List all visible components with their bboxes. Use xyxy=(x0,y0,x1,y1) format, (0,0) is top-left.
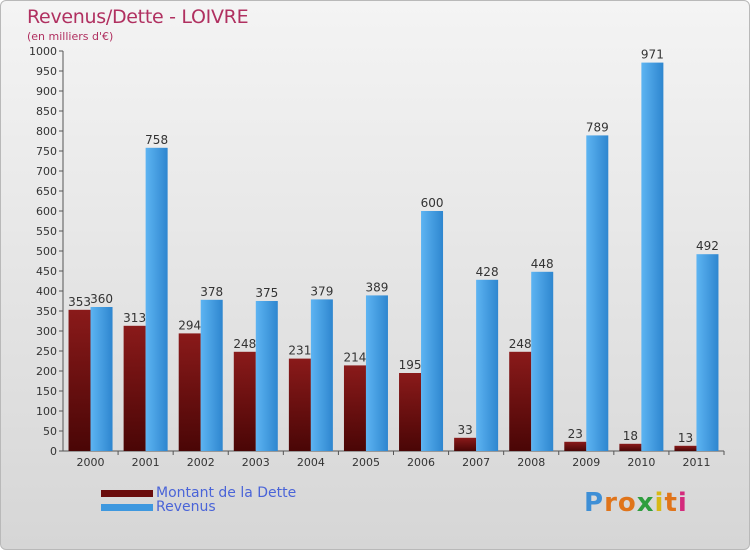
data-label: 23 xyxy=(568,427,583,441)
bar-revenus xyxy=(255,301,278,451)
y-tick-label: 100 xyxy=(36,405,57,418)
data-label: 294 xyxy=(178,318,201,332)
chart-subtitle: (en milliers d'€) xyxy=(27,30,114,43)
bar-debt xyxy=(178,333,201,451)
y-tick-label: 450 xyxy=(36,265,57,278)
x-tick-label: 2001 xyxy=(132,456,160,469)
y-tick-label: 300 xyxy=(36,325,57,338)
x-tick-label: 2002 xyxy=(187,456,215,469)
data-label: 214 xyxy=(344,350,367,364)
data-label: 231 xyxy=(288,344,311,358)
x-tick-label: 2004 xyxy=(297,456,325,469)
y-tick-label: 0 xyxy=(50,445,57,458)
y-tick-label: 850 xyxy=(36,105,57,118)
y-tick-label: 950 xyxy=(36,65,57,78)
y-tick-label: 400 xyxy=(36,285,57,298)
bar-debt xyxy=(343,365,366,451)
data-label: 789 xyxy=(586,120,609,134)
data-label: 492 xyxy=(696,239,719,253)
y-tick-label: 900 xyxy=(36,85,57,98)
x-tick-label: 2011 xyxy=(682,456,710,469)
x-tick-label: 2005 xyxy=(352,456,380,469)
data-label: 389 xyxy=(366,280,389,294)
y-tick-label: 200 xyxy=(36,365,57,378)
y-tick-label: 250 xyxy=(36,345,57,358)
data-label: 375 xyxy=(255,286,278,300)
bar-debt xyxy=(233,351,256,451)
bar-debt xyxy=(509,351,532,451)
bar-revenus xyxy=(310,299,333,451)
bar-revenus xyxy=(641,62,664,451)
bar-revenus xyxy=(586,135,609,451)
bar-revenus xyxy=(365,295,388,451)
data-label: 195 xyxy=(399,358,422,372)
data-label: 13 xyxy=(678,431,693,445)
bar-debt xyxy=(123,325,146,451)
logo-letter: t xyxy=(664,488,678,518)
logo-letter: P xyxy=(584,488,605,518)
data-label: 448 xyxy=(531,257,554,271)
x-tick-label: 2000 xyxy=(77,456,105,469)
data-label: 428 xyxy=(476,265,499,279)
x-tick-label: 2006 xyxy=(407,456,435,469)
logo-letter: o xyxy=(617,488,637,518)
bar-revenus xyxy=(145,147,168,452)
legend-swatch-revenus xyxy=(101,504,153,511)
y-tick-label: 600 xyxy=(36,205,57,218)
data-label: 360 xyxy=(90,292,113,306)
y-tick-label: 700 xyxy=(36,165,57,178)
y-tick-label: 1000 xyxy=(29,45,57,58)
proxiti-logo: Proxiti xyxy=(584,488,688,518)
legend-label-revenus: Revenus xyxy=(156,499,216,515)
x-tick-label: 2008 xyxy=(517,456,545,469)
data-label: 18 xyxy=(623,429,638,443)
data-label: 248 xyxy=(509,337,532,351)
y-tick-label: 350 xyxy=(36,305,57,318)
y-tick-label: 750 xyxy=(36,145,57,158)
x-tick-label: 2010 xyxy=(627,456,655,469)
data-label: 248 xyxy=(233,337,256,351)
y-tick-label: 800 xyxy=(36,125,57,138)
data-label: 353 xyxy=(68,295,91,309)
data-label: 378 xyxy=(200,285,223,299)
bar-debt xyxy=(674,445,697,451)
bar-revenus xyxy=(200,299,223,451)
y-tick-label: 500 xyxy=(36,245,57,258)
logo-letter: i xyxy=(654,488,665,518)
logo-letter: i xyxy=(677,488,688,518)
data-label: 379 xyxy=(310,284,333,298)
bar-debt xyxy=(454,437,477,451)
y-tick-label: 50 xyxy=(43,425,57,438)
bar-debt xyxy=(619,443,642,451)
logo-letter: r xyxy=(604,488,618,518)
bar-revenus xyxy=(421,211,444,451)
data-label: 758 xyxy=(145,133,168,147)
legend-swatch-debt xyxy=(101,490,153,497)
y-tick-label: 150 xyxy=(36,385,57,398)
y-tick-label: 650 xyxy=(36,185,57,198)
bar-debt xyxy=(564,441,587,451)
data-label: 33 xyxy=(457,423,472,437)
bar-revenus xyxy=(696,254,719,451)
chart-title: Revenus/Dette - LOIVRE xyxy=(27,6,249,28)
x-tick-label: 2003 xyxy=(242,456,270,469)
bar-debt xyxy=(399,373,422,451)
legend-label-debt: Montant de la Dette xyxy=(156,485,297,501)
data-label: 600 xyxy=(421,196,444,210)
bar-revenus xyxy=(90,307,113,451)
x-tick-label: 2007 xyxy=(462,456,490,469)
bar-debt xyxy=(68,309,91,451)
logo-letter: x xyxy=(636,488,655,518)
y-tick-label: 550 xyxy=(36,225,57,238)
data-label: 313 xyxy=(123,311,146,325)
bar-revenus xyxy=(476,279,499,451)
x-tick-label: 2009 xyxy=(572,456,600,469)
data-label: 971 xyxy=(641,48,664,62)
bar-revenus xyxy=(531,271,554,451)
bar-debt xyxy=(288,358,311,451)
